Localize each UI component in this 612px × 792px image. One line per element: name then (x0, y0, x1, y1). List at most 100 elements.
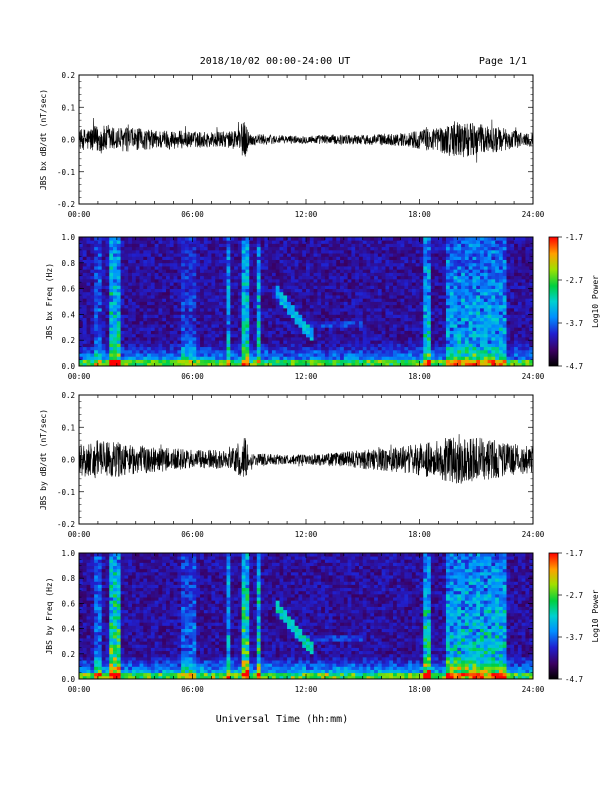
heatmap-cell (529, 275, 534, 280)
heatmap-cell (472, 327, 477, 331)
heatmap-cell (268, 353, 273, 357)
heatmap-cell (237, 288, 243, 293)
heatmap-cell (271, 246, 277, 251)
heatmap-cell (290, 333, 296, 338)
heatmap-cell (147, 291, 152, 296)
heatmap-cell (306, 330, 311, 335)
heatmap-cell (366, 291, 371, 296)
heatmap-cell (131, 346, 137, 351)
heatmap-cell (207, 256, 212, 260)
heatmap-cell (381, 291, 386, 296)
heatmap-cell (457, 246, 462, 251)
heatmap-cell (355, 314, 360, 319)
heatmap-cell (279, 324, 284, 328)
heatmap-cell (309, 336, 314, 341)
heatmap-cell (457, 333, 462, 338)
heatmap-cell (313, 272, 318, 277)
heatmap-cell (230, 356, 235, 360)
heatmap-cell (268, 285, 273, 290)
heatmap-cell (438, 327, 443, 331)
heatmap-cell (253, 307, 258, 312)
heatmap-cell (313, 269, 318, 273)
heatmap-cell (502, 327, 507, 331)
heatmap-cell (374, 240, 379, 244)
heatmap-cell (408, 272, 413, 277)
heatmap-cell (317, 272, 322, 277)
heatmap-cell (506, 346, 511, 351)
heatmap-cell (362, 340, 367, 344)
heatmap-cell (116, 243, 122, 248)
heatmap-cell (332, 336, 337, 341)
heatmap-cell (120, 314, 125, 319)
heatmap-cell (449, 333, 454, 338)
heatmap-cell (419, 301, 424, 306)
heatmap-cell (105, 259, 110, 264)
heatmap-cell (271, 285, 277, 290)
heatmap-cell (279, 353, 284, 357)
heatmap-cell (529, 249, 534, 254)
heatmap-cell (287, 253, 292, 257)
heatmap-cell (147, 288, 152, 293)
heatmap-cell (313, 333, 318, 338)
heatmap-cell (173, 246, 178, 251)
heatmap-cell (487, 282, 492, 286)
heatmap-cell (131, 327, 137, 331)
heatmap-cell (188, 249, 193, 254)
heatmap-cell (385, 237, 390, 241)
heatmap-cell (181, 246, 186, 251)
heatmap-cell (427, 275, 432, 280)
heatmap-cell (169, 333, 174, 338)
heatmap-cell (113, 340, 118, 344)
heatmap-cell (483, 288, 488, 293)
heatmap-cell (472, 249, 477, 254)
heatmap-cell (283, 298, 288, 302)
heatmap-cell (283, 295, 288, 299)
heatmap-cell (135, 301, 140, 306)
heatmap-cell (105, 291, 110, 296)
heatmap-cell (347, 346, 352, 351)
heatmap-cell (502, 266, 507, 270)
heatmap-cell (158, 346, 163, 351)
heatmap-cell (321, 291, 326, 296)
heatmap-cell (355, 291, 360, 296)
heatmap-cell (169, 259, 174, 264)
heatmap-cell (415, 356, 420, 360)
heatmap-cell (94, 304, 99, 309)
heatmap-cell (366, 249, 371, 254)
heatmap-cell (237, 320, 243, 325)
heatmap-cell (158, 356, 163, 360)
heatmap-cell (211, 359, 216, 364)
heatmap-cell (461, 330, 466, 335)
heatmap-cell (434, 249, 439, 254)
heatmap-cell (370, 327, 375, 331)
heatmap-cell (245, 275, 250, 280)
heatmap-cell (498, 282, 504, 286)
heatmap-cell (340, 349, 345, 354)
heatmap-cell (445, 278, 451, 283)
heatmap-cell (128, 317, 133, 322)
heatmap-cell (143, 275, 148, 280)
heatmap-cell (423, 333, 428, 338)
x-tick-label: 06:00 (181, 210, 204, 219)
heatmap-cell (366, 356, 371, 360)
heatmap-cell (94, 362, 99, 367)
heatmap-cell (234, 298, 239, 302)
heatmap-cell (374, 243, 379, 248)
heatmap-cell (430, 349, 436, 354)
heatmap-cell (332, 353, 337, 357)
heatmap-cell (271, 346, 277, 351)
heatmap-cell (139, 249, 144, 254)
heatmap-cell (200, 362, 205, 367)
heatmap-cell (192, 259, 197, 264)
heatmap-cell (249, 330, 254, 335)
heatmap-cell (461, 288, 466, 293)
heatmap-cell (290, 291, 296, 296)
heatmap-cell (328, 291, 333, 296)
heatmap-cell (411, 262, 417, 267)
heatmap-cell (241, 298, 246, 302)
heatmap-cell (135, 324, 140, 328)
heatmap-cell (517, 356, 523, 360)
heatmap-cell (302, 266, 307, 270)
heatmap-cell (336, 249, 341, 254)
heatmap-cell (385, 317, 390, 322)
